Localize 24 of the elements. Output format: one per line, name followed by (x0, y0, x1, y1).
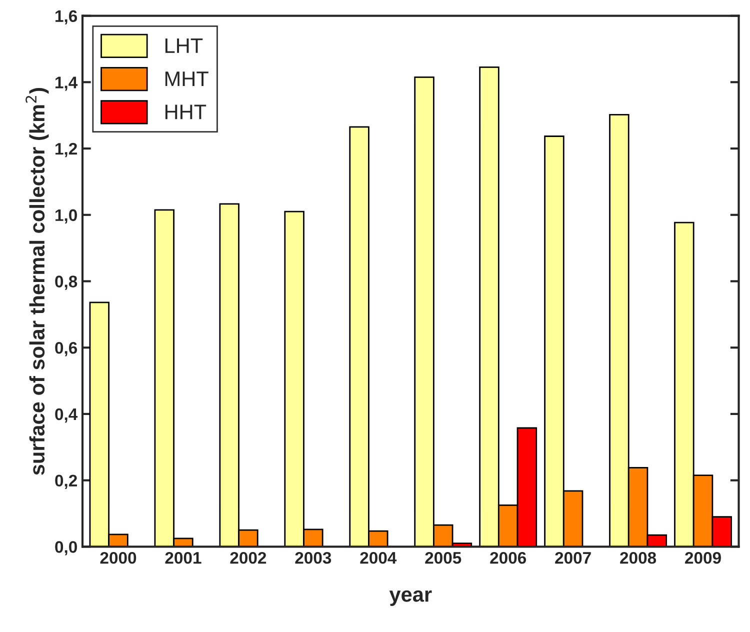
x-tick-label: 2000 (100, 552, 136, 564)
y-tick-label: 0,4 (55, 408, 78, 423)
x-tick-label: 2009 (685, 552, 721, 564)
y-axis-title: surface of solar thermal collector (km$^{2}$) (26, 88, 49, 475)
legend-label: MHT (165, 72, 208, 86)
y-tick-label: 0,6 (55, 342, 78, 356)
x-tick-label: 2006 (490, 552, 526, 564)
x-tick-label: 2007 (555, 552, 591, 564)
x-tick-label: 2002 (230, 552, 266, 564)
x-tick-label: 2001 (165, 552, 202, 564)
x-tick-label: 2004 (360, 552, 397, 564)
y-tick-label: 0,8 (55, 276, 78, 290)
legend-label: HHT (165, 104, 206, 120)
y-tick-label: 1,2 (56, 142, 77, 158)
legend-label: LHT (165, 38, 203, 53)
x-tick-label: 2005 (425, 552, 462, 564)
y-tick-label: 1,0 (56, 209, 77, 224)
x-axis-title: year (389, 590, 432, 606)
y-tick-label: 1,6 (56, 10, 78, 24)
y-tick-label: 0,2 (55, 474, 77, 489)
x-tick-label: 2008 (620, 552, 656, 564)
x-tick-label: 2003 (295, 552, 332, 564)
y-tick-label: 0,0 (55, 541, 77, 556)
y-tick-label: 1,4 (56, 76, 78, 91)
